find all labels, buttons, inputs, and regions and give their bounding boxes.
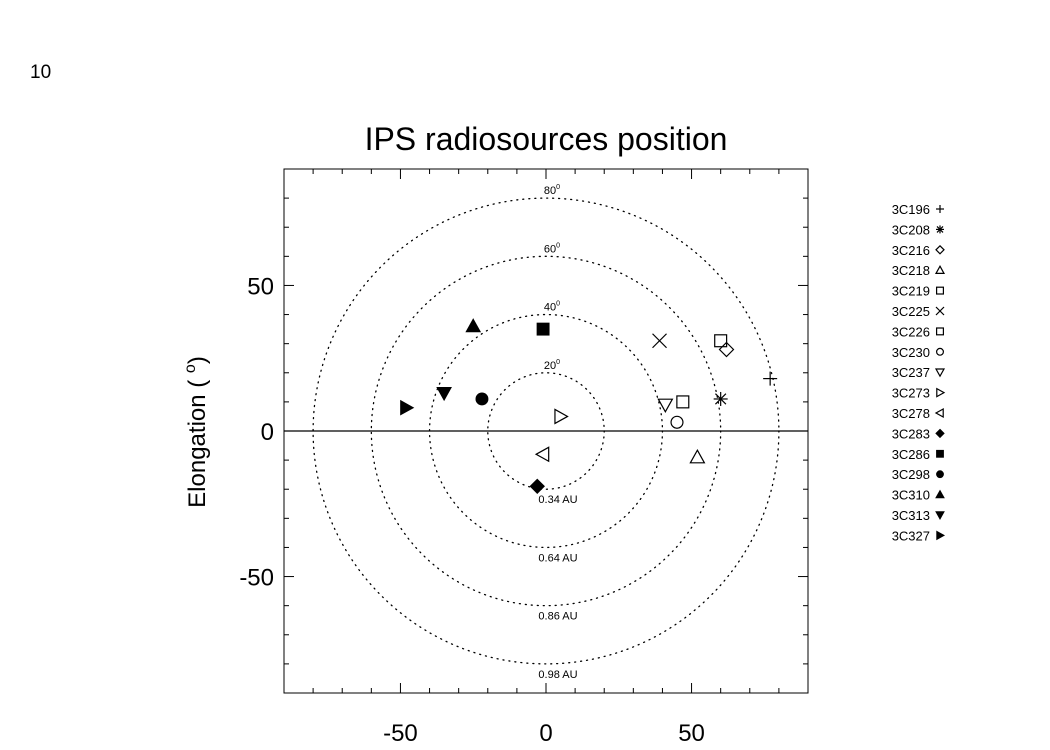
- legend-label: 3C216: [892, 243, 930, 258]
- legend-marker: [935, 306, 945, 316]
- legend-label: 3C298: [892, 467, 930, 482]
- legend-marker: [934, 407, 944, 419]
- legend-label: 3C313: [892, 508, 930, 523]
- legend-label: 3C283: [892, 426, 930, 441]
- data-point-3c298: [475, 392, 489, 406]
- data-point-3c286: [536, 322, 550, 336]
- chart-title: IPS radiosources position: [365, 121, 728, 157]
- data-point-3c196: [763, 371, 778, 386]
- page-number: 10: [30, 62, 52, 83]
- legend-label: 3C286: [892, 447, 930, 462]
- circle-bottom-label: 0.64 AU: [538, 552, 577, 564]
- legend-marker: [935, 244, 945, 255]
- legend-marker: [935, 489, 945, 499]
- legend-label: 3C230: [892, 345, 930, 360]
- data-point-3c219: [714, 334, 728, 348]
- y-axis-label-close: ): [184, 356, 211, 364]
- data-point-3c208: [713, 391, 728, 406]
- data-point-3c237: [657, 398, 674, 414]
- legend-label: 3C218: [892, 263, 930, 278]
- legend: 3C196 3C208 3C216 3C218 3C219 3C225 3C226 3C230…: [892, 202, 946, 543]
- legend-marker: [936, 470, 944, 479]
- axis-ticks: -50 0 50 -50 0 50: [239, 169, 808, 747]
- legend-label: 3C196: [892, 202, 930, 217]
- legend-marker: [936, 387, 946, 398]
- legend-label: 3C219: [892, 284, 930, 299]
- data-point-3c327: [400, 399, 415, 416]
- data-point-3c225: [652, 333, 667, 349]
- data-point-3c283: [529, 478, 545, 495]
- circle-top-label: 800: [544, 184, 560, 197]
- legend-label: 3C225: [892, 304, 930, 319]
- circle-top-label: 400: [544, 301, 560, 314]
- y-tick-label: 0: [261, 419, 274, 446]
- legend-marker: [936, 449, 944, 458]
- x-tick-label: 0: [539, 720, 552, 747]
- circle-bottom-label: 0.34 AU: [538, 494, 577, 506]
- data-point-3c230: [670, 415, 684, 429]
- y-axis-label-degree: o: [182, 364, 199, 373]
- legend-marker: [934, 264, 946, 274]
- data-point-3c218: [689, 448, 706, 464]
- elongation-circles: 200 0.34 AU 400 0.64 AU 600 0.86 AU 800 0.98 AU: [312, 184, 780, 681]
- legend-marker: [935, 327, 944, 336]
- y-axis-label: Elongation ( o): [182, 356, 211, 508]
- circle-bottom-label: 0.98 AU: [538, 669, 577, 681]
- y-tick-label: -50: [239, 565, 274, 592]
- legend-label: 3C310: [892, 488, 930, 503]
- legend-label: 3C278: [892, 406, 930, 421]
- legend-label: 3C208: [892, 222, 930, 237]
- legend-label: 3C327: [892, 528, 930, 543]
- legend-marker: [935, 286, 944, 295]
- legend-marker: [935, 511, 945, 521]
- y-axis-label-text: Elongation (: [184, 373, 211, 508]
- data-point-3c278: [534, 446, 550, 463]
- circle-bottom-label: 0.86 AU: [538, 611, 577, 623]
- data-point-3c310: [465, 318, 482, 333]
- legend-marker: [936, 225, 944, 234]
- circle-top-label: 200: [544, 359, 560, 372]
- svg-text:Elongation ( o): Elongation ( o): [182, 356, 211, 508]
- legend-label: 3C226: [892, 324, 930, 339]
- x-tick-label: 50: [678, 720, 705, 747]
- legend-marker: [936, 530, 946, 541]
- legend-marker: [935, 428, 945, 439]
- legend-label: 3C273: [892, 386, 930, 401]
- x-tick-label: -50: [383, 720, 418, 747]
- legend-label: 3C237: [892, 365, 930, 380]
- data-points: [400, 318, 778, 495]
- data-point-3c273: [554, 408, 569, 425]
- data-point-3c226: [676, 395, 690, 409]
- legend-marker: [935, 347, 944, 356]
- data-point-3c313: [436, 387, 452, 402]
- legend-marker: [934, 368, 946, 378]
- legend-marker: [936, 205, 944, 213]
- circle-top-label: 600: [544, 242, 560, 255]
- y-tick-label: 50: [247, 273, 274, 300]
